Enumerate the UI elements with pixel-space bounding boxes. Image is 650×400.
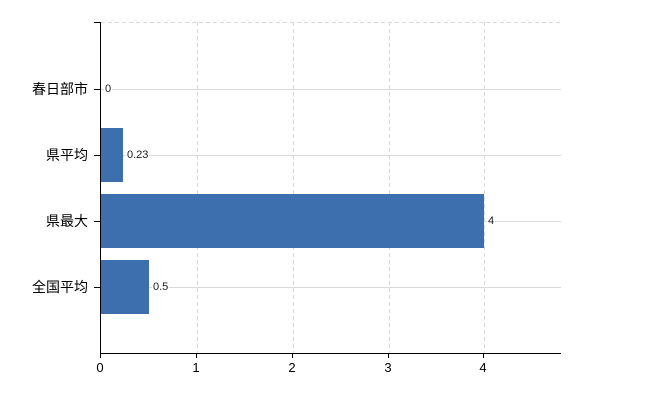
y-axis-category-label: 春日部市 xyxy=(32,81,88,97)
x-axis-tick-label: 1 xyxy=(192,360,200,375)
x-axis-tick xyxy=(292,354,293,358)
row-gridline xyxy=(101,89,561,90)
x-axis-tick-label: 2 xyxy=(288,360,296,375)
y-axis-tick xyxy=(94,155,100,156)
x-axis-tick xyxy=(388,354,389,358)
x-axis-tick xyxy=(196,354,197,358)
y-axis-category-label: 県平均 xyxy=(46,147,88,163)
bar-value-label: 0.23 xyxy=(126,149,150,161)
x-axis-tick-label: 4 xyxy=(479,360,487,375)
x-axis-tick-label: 0 xyxy=(96,360,104,375)
vertical-gridline xyxy=(389,22,390,353)
bar-value-label: 0 xyxy=(104,83,113,95)
bar xyxy=(101,128,123,182)
vertical-gridline xyxy=(484,22,485,353)
y-axis-tick xyxy=(94,221,100,222)
x-axis-tick xyxy=(483,354,484,358)
bar-value-label: 0.5 xyxy=(152,281,170,293)
vertical-gridline xyxy=(293,22,294,353)
bar xyxy=(101,194,484,248)
bar xyxy=(101,260,149,314)
y-axis-tick xyxy=(94,89,100,90)
x-axis-tick-label: 3 xyxy=(384,360,392,375)
vertical-gridline xyxy=(197,22,198,353)
y-axis-category-label: 県最大 xyxy=(46,213,88,229)
plot-top-border xyxy=(101,22,561,23)
row-gridline xyxy=(101,287,561,288)
y-axis-top-tick xyxy=(94,22,100,23)
x-axis-tick xyxy=(100,354,101,358)
plot-area: 0 0.23 4 0.5 xyxy=(100,22,561,354)
row-gridline xyxy=(101,155,561,156)
y-axis-tick xyxy=(94,287,100,288)
y-axis-category-label: 全国平均 xyxy=(32,279,88,295)
bar-value-label: 4 xyxy=(487,215,496,227)
